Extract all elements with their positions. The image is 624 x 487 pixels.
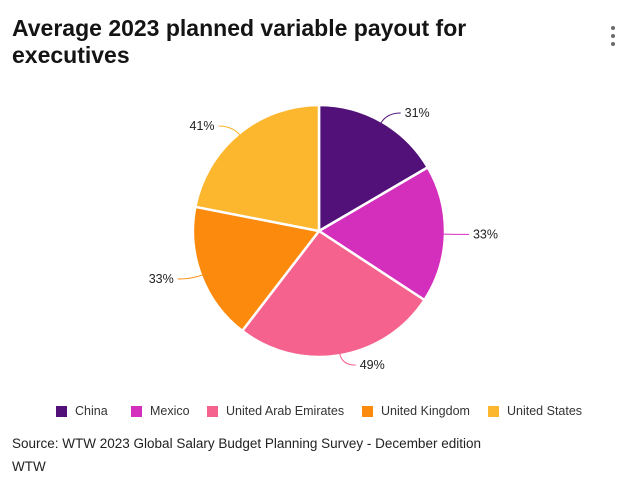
label-leader-line: [339, 353, 356, 366]
kebab-menu-icon[interactable]: [602, 24, 622, 48]
legend-label: United Arab Emirates: [226, 404, 345, 418]
label-leader-line: [380, 112, 401, 124]
legend-swatch: [488, 405, 499, 417]
legend-swatch: [131, 405, 142, 417]
legend-item-united-kingdom[interactable]: United Kingdom: [362, 402, 470, 420]
legend-item-mexico[interactable]: Mexico: [131, 402, 190, 420]
slice-value-label: 33%: [473, 227, 498, 241]
chart-title: Average 2023 planned variable payout for…: [12, 15, 467, 68]
legend-label: Mexico: [150, 404, 190, 418]
slice-value-label: 33%: [149, 272, 174, 286]
slice-value-label: 41%: [190, 119, 215, 133]
legend-label: United Kingdom: [381, 404, 470, 418]
legend-swatch: [56, 405, 67, 417]
pie-chart: 31% 33% 49% 33% 41%: [149, 103, 498, 372]
chart-legend: China Mexico United Arab Emirates United Ki…: [0, 402, 624, 420]
legend-swatch: [362, 405, 373, 417]
legend-item-united-arab-emirates[interactable]: United Arab Emirates: [207, 402, 344, 420]
menu-dot: [611, 34, 615, 38]
menu-dot: [611, 26, 615, 30]
legend-swatch: [207, 405, 218, 417]
source-note: Source: WTW 2023 Global Salary Budget Pl…: [12, 436, 481, 451]
menu-dot: [611, 42, 615, 46]
legend-item-china[interactable]: China: [56, 402, 108, 420]
slice-value-label: 49%: [360, 358, 385, 372]
label-leader-line: [177, 274, 204, 280]
legend-label: China: [75, 404, 108, 418]
label-leader-line: [218, 125, 241, 136]
credit-note: WTW: [12, 459, 46, 474]
slice-value-label: 31%: [405, 106, 430, 120]
legend-label: United States: [507, 404, 583, 418]
legend-item-united-states[interactable]: United States: [488, 402, 582, 420]
